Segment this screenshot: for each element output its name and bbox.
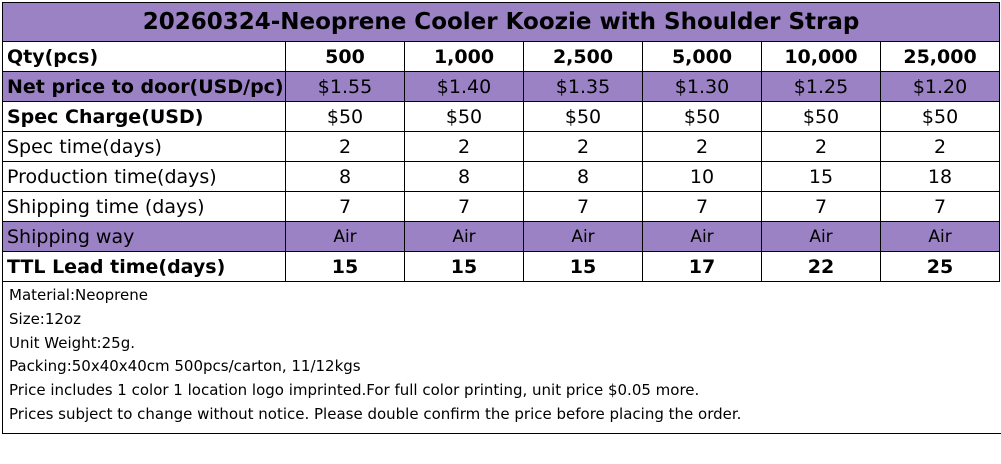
notes-section: Material:Neoprene Size:12oz Unit Weight:… — [2, 282, 1001, 434]
shipping-time-cell: 7 — [761, 191, 881, 222]
quantity-cell: 1,000 — [404, 41, 524, 72]
ttl-lead-time-row: TTL Lead time(days) 15 15 15 17 22 25 — [2, 251, 1001, 282]
shipping-way-cell: Air — [642, 221, 762, 252]
quantity-cell: 10,000 — [761, 41, 881, 72]
spec-time-row: Spec time(days) 2 2 2 2 2 2 — [2, 131, 1001, 162]
note-size: Size:12oz — [9, 309, 81, 328]
spec-charge-cell: $50 — [404, 101, 524, 132]
shipping-way-cell: Air — [404, 221, 524, 252]
spec-charge-cell: $50 — [642, 101, 762, 132]
ttl-lead-time-cell: 15 — [404, 251, 524, 282]
note-packing: Packing:50x40x40cm 500pcs/carton, 11/12k… — [9, 357, 361, 376]
shipping-way-row: Shipping way Air Air Air Air Air Air — [2, 221, 1001, 252]
spec-charge-label: Spec Charge(USD) — [2, 101, 286, 132]
shipping-way-cell: Air — [523, 221, 643, 252]
production-time-row: Production time(days) 8 8 8 10 15 18 — [2, 161, 1001, 192]
title-row: 20260324-Neoprene Cooler Koozie with Sho… — [1, 2, 1001, 42]
quantity-cell: 25,000 — [879, 41, 1001, 72]
ttl-lead-time-cell: 22 — [761, 251, 881, 282]
spec-charge-cell: $50 — [879, 101, 1001, 132]
spec-time-label: Spec time(days) — [2, 131, 286, 162]
price-cell: $1.20 — [879, 71, 1001, 102]
net-price-label: Net price to door(USD/pc) — [2, 71, 286, 102]
ttl-lead-time-label: TTL Lead time(days) — [2, 251, 286, 282]
quantity-cell: 5,000 — [642, 41, 762, 72]
shipping-time-cell: 7 — [879, 191, 1001, 222]
shipping-way-cell: Air — [879, 221, 1001, 252]
shipping-time-cell: 7 — [523, 191, 643, 222]
net-price-row: Net price to door(USD/pc) $1.55 $1.40 $1… — [2, 71, 1001, 102]
shipping-time-label: Shipping time (days) — [2, 191, 286, 222]
spec-charge-row: Spec Charge(USD) $50 $50 $50 $50 $50 $50 — [2, 101, 1001, 132]
price-cell: $1.25 — [761, 71, 881, 102]
shipping-time-cell: 7 — [404, 191, 524, 222]
sheet-title: 20260324-Neoprene Cooler Koozie with Sho… — [1, 2, 1001, 42]
shipping-way-label: Shipping way — [2, 221, 286, 252]
spec-charge-cell: $50 — [761, 101, 881, 132]
note-unit-weight: Unit Weight:25g. — [9, 333, 135, 352]
production-time-cell: 8 — [285, 161, 405, 192]
note-disclaimer: Prices subject to change without notice.… — [9, 404, 742, 423]
spec-time-cell: 2 — [879, 131, 1001, 162]
shipping-time-cell: 7 — [285, 191, 405, 222]
spec-time-cell: 2 — [642, 131, 762, 162]
shipping-time-row: Shipping time (days) 7 7 7 7 7 7 — [2, 191, 1001, 222]
production-time-label: Production time(days) — [2, 161, 286, 192]
production-time-cell: 8 — [523, 161, 643, 192]
production-time-cell: 8 — [404, 161, 524, 192]
ttl-lead-time-cell: 25 — [879, 251, 1001, 282]
shipping-time-cell: 7 — [642, 191, 762, 222]
production-time-cell: 18 — [879, 161, 1001, 192]
ttl-lead-time-cell: 17 — [642, 251, 762, 282]
shipping-way-cell: Air — [285, 221, 405, 252]
production-time-cell: 10 — [642, 161, 762, 192]
shipping-way-cell: Air — [761, 221, 881, 252]
spec-time-cell: 2 — [523, 131, 643, 162]
spec-charge-cell: $50 — [285, 101, 405, 132]
quantity-cell: 500 — [285, 41, 405, 72]
quote-sheet: 20260324-Neoprene Cooler Koozie with Sho… — [1, 2, 1001, 434]
price-cell: $1.35 — [523, 71, 643, 102]
production-time-cell: 15 — [761, 161, 881, 192]
quantity-row: Qty(pcs) 500 1,000 2,500 5,000 10,000 25… — [2, 41, 1001, 72]
spec-time-cell: 2 — [404, 131, 524, 162]
note-material: Material:Neoprene — [9, 286, 148, 304]
ttl-lead-time-cell: 15 — [285, 251, 405, 282]
price-cell: $1.40 — [404, 71, 524, 102]
spec-time-cell: 2 — [761, 131, 881, 162]
quantity-cell: 2,500 — [523, 41, 643, 72]
price-cell: $1.30 — [642, 71, 762, 102]
spec-charge-cell: $50 — [523, 101, 643, 132]
price-table: 20260324-Neoprene Cooler Koozie with Sho… — [1, 2, 1001, 282]
price-cell: $1.55 — [285, 71, 405, 102]
spec-time-cell: 2 — [285, 131, 405, 162]
quantity-label: Qty(pcs) — [2, 41, 286, 72]
ttl-lead-time-cell: 15 — [523, 251, 643, 282]
note-price-includes: Price includes 1 color 1 location logo i… — [9, 381, 700, 400]
